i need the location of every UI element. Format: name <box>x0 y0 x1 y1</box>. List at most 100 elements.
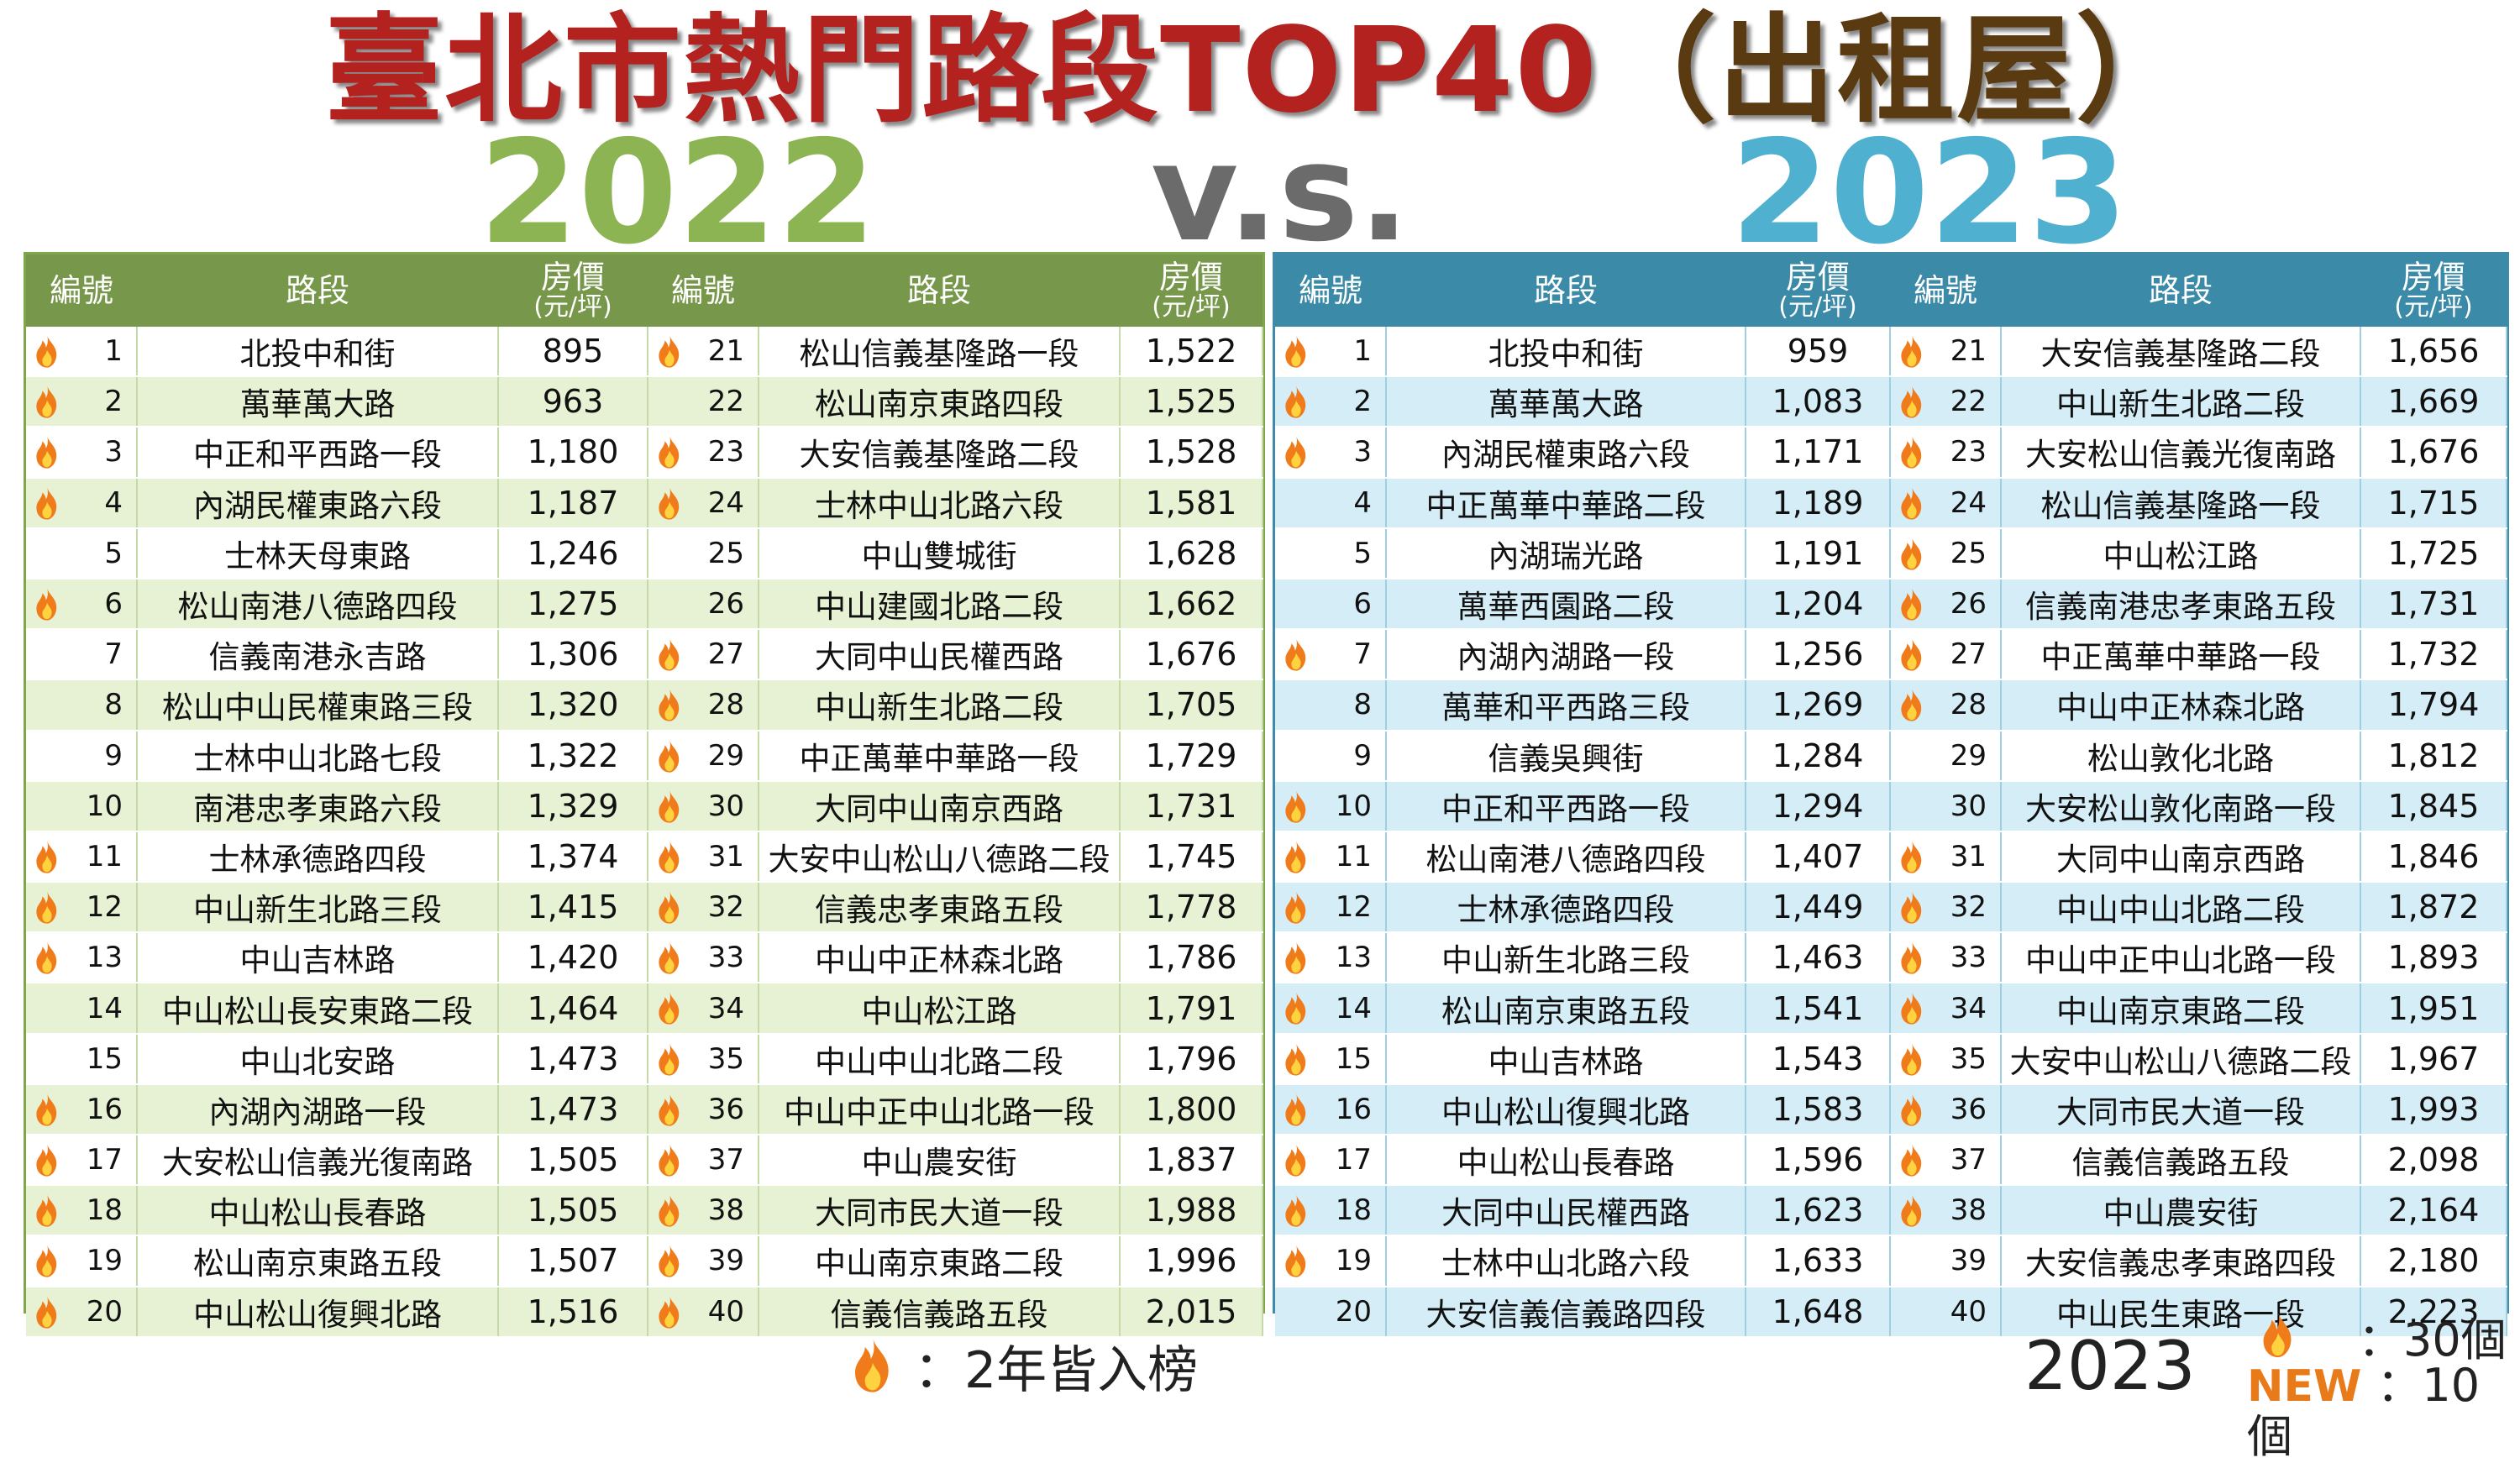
price-cell: 1,528 <box>1120 427 1263 479</box>
fire-icon <box>659 1193 680 1227</box>
road-cell: 中山中正中山北路一段 <box>759 1083 1121 1136</box>
fire-icon <box>36 334 57 368</box>
price-cell: 1,628 <box>1120 527 1263 579</box>
fire-icon <box>659 1143 680 1177</box>
table-row: 5 內湖瑞光路 1,191 25 中山松江路 1,725 <box>1275 527 2507 579</box>
fire-icon <box>1901 1143 1922 1177</box>
road-cell: 大安松山信義光復南路 <box>137 1135 499 1187</box>
road-cell: 中山中正林森北路 <box>759 932 1121 984</box>
road-cell: 中山松山復興北路 <box>1386 1083 1746 1136</box>
price-cell: 963 <box>498 376 648 428</box>
price-cell: 1,543 <box>1746 1033 1891 1085</box>
price-cell: 1,320 <box>498 679 648 732</box>
road-cell: 中山吉林路 <box>137 932 499 984</box>
fire-icon <box>1285 789 1306 823</box>
price-cell: 1,374 <box>498 831 648 884</box>
fire-icon <box>36 1244 57 1277</box>
table-row: 16 內湖內湖路一段 1,473 36 中山中正中山北路一段 1,800 <box>26 1083 1263 1136</box>
rank-cell: 5 <box>26 527 138 579</box>
year-2023-heading: 2023 <box>1730 110 2129 276</box>
price-cell: 1,596 <box>1746 1135 1891 1187</box>
table-row: 20 大安信義信義路四段 1,648 40 中山民生東路一段 2,223 <box>1275 1286 2507 1338</box>
price-cell: 1,778 <box>1120 882 1263 934</box>
new-count: NEW ：10個 <box>2247 1359 2481 1463</box>
fire-icon <box>36 890 57 924</box>
fire-icon <box>1901 991 1922 1025</box>
rank-cell: 30 <box>1890 780 2002 832</box>
fire-icon <box>1901 334 1922 368</box>
rank-cell: 23 <box>648 427 759 479</box>
page-title: 臺北市熱門路段TOP40（出租屋） <box>0 0 2520 143</box>
rank-cell: 3 <box>1275 427 1387 479</box>
road-cell: 信義信義路五段 <box>2001 1135 2361 1187</box>
rank-cell: 2 <box>26 376 138 428</box>
rank-cell: 14 <box>1275 983 1387 1035</box>
road-cell: 中山新生北路三段 <box>1386 932 1746 984</box>
road-cell: 大同中山南京西路 <box>759 780 1121 832</box>
price-cell: 1,669 <box>2360 376 2507 428</box>
rank-cell: 8 <box>26 679 138 732</box>
fire-icon <box>1285 941 1306 974</box>
price-cell: 1,191 <box>1746 527 1891 579</box>
price-cell: 2,164 <box>2360 1185 2507 1237</box>
rank-cell: 29 <box>1890 730 2002 782</box>
rank-cell: 12 <box>1275 882 1387 934</box>
rank-cell: 10 <box>26 780 138 832</box>
price-cell: 1,731 <box>2360 578 2507 631</box>
fire-icon <box>659 890 680 924</box>
price-cell: 1,846 <box>2360 831 2507 884</box>
fire-icon <box>1285 1244 1306 1277</box>
header-id: 編號 <box>1275 254 1386 327</box>
fire-icon <box>1285 435 1306 469</box>
table-row: 8 萬華和平西路三段 1,269 28 中山中正林森北路 1,794 <box>1275 679 2507 732</box>
road-cell: 大安中山松山八德路二段 <box>2001 1033 2361 1085</box>
price-cell: 1,246 <box>498 527 648 579</box>
road-cell: 松山南京東路五段 <box>1386 983 1746 1035</box>
fire-icon <box>1285 1143 1306 1177</box>
rank-cell: 15 <box>1275 1033 1387 1085</box>
rank-cell: 9 <box>1275 730 1387 782</box>
price-cell: 1,505 <box>498 1185 648 1237</box>
fire-icon <box>659 688 680 721</box>
table-row: 19 士林中山北路六段 1,633 39 大安信義忠孝東路四段 2,180 <box>1275 1235 2507 1287</box>
table-row: 9 信義吳興街 1,284 29 松山敦化北路 1,812 <box>1275 730 2507 782</box>
road-cell: 中正萬華中華路一段 <box>759 730 1121 782</box>
road-cell: 中山松江路 <box>759 983 1121 1035</box>
road-cell: 中山新生北路二段 <box>759 679 1121 732</box>
price-cell: 1,791 <box>1120 983 1263 1035</box>
price-cell: 1,541 <box>1746 983 1891 1035</box>
rank-cell: 7 <box>26 629 138 681</box>
rank-cell: 34 <box>1890 983 2002 1035</box>
table-row: 3 內湖民權東路六段 1,171 23 大安松山信義光復南路 1,676 <box>1275 427 2507 479</box>
road-cell: 中山中正中山北路一段 <box>2001 932 2361 984</box>
fire-icon <box>1901 485 1922 520</box>
road-cell: 松山信義基隆路一段 <box>2001 477 2361 529</box>
price-cell: 1,729 <box>1120 730 1263 782</box>
road-cell: 松山敦化北路 <box>2001 730 2361 782</box>
rank-cell: 29 <box>648 730 759 782</box>
legend: ：2年皆入榜 <box>848 1329 1198 1403</box>
header-id: 編號 <box>648 254 759 327</box>
fire-icon <box>1285 1093 1306 1126</box>
rank-cell: 12 <box>26 882 138 934</box>
rank-cell: 18 <box>1275 1185 1387 1237</box>
fire-icon <box>1901 840 1922 873</box>
header-price: 房價 (元/坪) <box>1120 254 1263 327</box>
table-row: 10 中正和平西路一段 1,294 30 大安松山敦化南路一段 1,845 <box>1275 780 2507 832</box>
rank-cell: 10 <box>1275 780 1387 832</box>
price-cell: 1,204 <box>1746 578 1891 631</box>
fire-icon <box>1285 1042 1306 1076</box>
table-row: 17 中山松山長春路 1,596 37 信義信義路五段 2,098 <box>1275 1135 2507 1187</box>
price-cell: 1,180 <box>498 427 648 479</box>
fire-icon <box>1901 435 1922 469</box>
road-cell: 中山南京東路二段 <box>759 1235 1121 1287</box>
rank-cell: 32 <box>648 882 759 934</box>
road-cell: 內湖內湖路一段 <box>137 1083 499 1136</box>
rank-cell: 14 <box>26 983 138 1035</box>
fire-icon <box>659 435 680 469</box>
rank-cell: 8 <box>1275 679 1387 732</box>
rank-cell: 17 <box>26 1135 138 1187</box>
road-cell: 大安信義基隆路二段 <box>759 427 1121 479</box>
road-cell: 中山松山長春路 <box>137 1185 499 1237</box>
table-row: 11 松山南港八德路四段 1,407 31 大同中山南京西路 1,846 <box>1275 831 2507 884</box>
